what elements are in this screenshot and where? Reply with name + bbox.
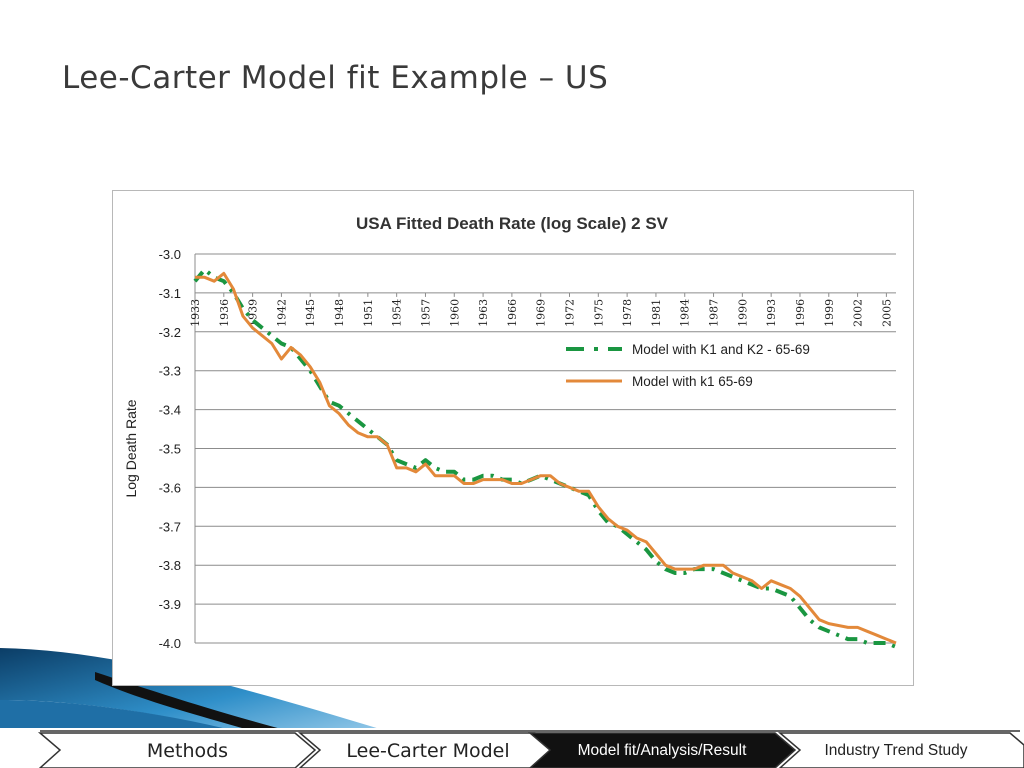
x-tick-label: 1936 — [218, 299, 231, 327]
x-tick-label: 2002 — [852, 299, 865, 327]
nav-item-model-fit-shape[interactable] — [527, 732, 797, 768]
nav-item-model-fit-analysis-result[interactable]: Model fit/Analysis/Result — [577, 742, 747, 759]
x-tick-label: 1969 — [535, 299, 548, 327]
x-tick-label: 1933 — [189, 299, 202, 327]
nav-item-methods-shape[interactable] — [37, 732, 317, 768]
x-tick-label: 1978 — [621, 299, 634, 327]
x-tick-label: 2005 — [880, 299, 893, 327]
x-tick-label: 1966 — [506, 299, 519, 327]
chart-frame — [112, 190, 914, 686]
slide-title: Lee-Carter Model fit Example – US — [62, 60, 609, 96]
x-tick-label: 1993 — [765, 299, 778, 327]
x-tick-label: 1981 — [650, 299, 663, 327]
x-tick-label: 1951 — [362, 299, 375, 327]
x-tick-label: 1984 — [679, 299, 692, 327]
x-tick-label: 1963 — [477, 299, 490, 327]
x-tick-label: 1990 — [736, 299, 749, 327]
x-tick-label: 1960 — [448, 299, 461, 327]
y-tick-label: -3.9 — [159, 597, 181, 612]
legend-entry: Model with K1 and K2 - 65-69 — [632, 342, 810, 357]
nav-item-industry-trend-shape[interactable] — [777, 732, 1024, 768]
y-tick-label: -4.0 — [159, 636, 181, 651]
y-tick-label: -3.0 — [159, 247, 181, 262]
nav-item-industry-trend-study[interactable]: Industry Trend Study — [824, 742, 968, 759]
series-line-k1-k2 — [193, 267, 897, 649]
nav-item-methods[interactable]: Methods — [146, 740, 229, 762]
x-tick-label: 1954 — [391, 299, 404, 327]
y-tick-label: -3.8 — [159, 558, 181, 573]
x-tick-label: 1975 — [592, 299, 605, 327]
y-axis-label: Log Death Rate — [123, 399, 139, 497]
x-tick-label: 1957 — [419, 299, 432, 327]
y-tick-label: -3.3 — [159, 364, 181, 379]
x-tick-label: 1948 — [333, 299, 346, 327]
x-tick-label: 1996 — [794, 299, 807, 327]
y-tick-label: -3.6 — [159, 480, 181, 495]
y-tick-label: -3.7 — [159, 519, 181, 534]
y-tick-label: -3.4 — [159, 403, 181, 418]
x-tick-label: 1939 — [247, 299, 260, 327]
x-tick-label: 1987 — [708, 299, 721, 327]
y-tick-label: -3.1 — [159, 286, 181, 301]
series-line-k1 — [195, 271, 897, 645]
legend-entry: Model with k1 65-69 — [632, 374, 753, 389]
x-tick-label: 1972 — [564, 299, 577, 327]
x-tick-label: 1999 — [823, 299, 836, 327]
x-tick-label: 1945 — [304, 299, 317, 327]
y-tick-label: -3.5 — [159, 442, 181, 457]
y-tick-label: -3.2 — [159, 325, 181, 340]
nav-item-lee-carter-model[interactable]: Lee-Carter Model — [346, 740, 510, 762]
breadcrumb-nav — [0, 728, 1024, 768]
x-tick-label: 1942 — [275, 299, 288, 327]
